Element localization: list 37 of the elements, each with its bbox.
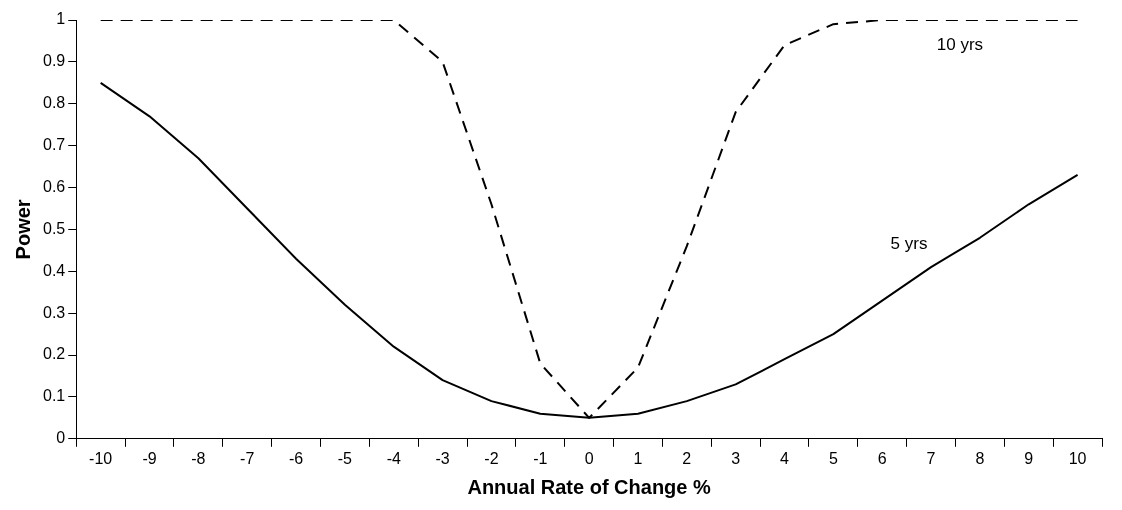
series-label: 10 yrs [936, 35, 984, 54]
x-axis-title: Annual Rate of Change % [467, 475, 712, 498]
x-tick-label: 7 [926, 449, 936, 467]
y-tick-label: 0.7 [42, 136, 66, 154]
y-axis-title: Power [11, 199, 34, 260]
x-tick-label: 2 [682, 449, 692, 467]
y-tick-label: 0.1 [42, 387, 66, 405]
y-tick-label: 0.2 [42, 345, 66, 363]
y-tick-label: 0.6 [42, 177, 66, 195]
x-tick-label: -7 [240, 449, 255, 467]
x-tick-label: -10 [89, 449, 113, 467]
x-tick-label: 0 [584, 449, 594, 467]
x-tick-label: -6 [288, 449, 304, 467]
x-tick-label: -3 [435, 449, 450, 467]
x-tick-label: -4 [386, 449, 401, 467]
x-tick-label: -5 [337, 449, 353, 467]
y-tick-label: 0.5 [42, 219, 66, 237]
y-tick-label: 0.8 [42, 94, 66, 112]
x-tick-label: 5 [828, 449, 838, 467]
x-tick-label: 6 [877, 449, 887, 467]
line-series [99, 20, 1079, 419]
y-tick-label: 0 [56, 429, 66, 447]
x-tick-label: 8 [975, 449, 985, 467]
y-tick-label: 0.4 [42, 261, 66, 279]
x-tick-label: 3 [731, 449, 741, 467]
x-tick-label: 10 [1068, 449, 1087, 467]
x-tick-label: -1 [533, 449, 548, 467]
x-tick-label: 1 [633, 449, 643, 467]
x-tick-label: -2 [484, 449, 499, 467]
x-tick-label: -9 [142, 449, 157, 467]
y-tick-label: 0.9 [42, 52, 66, 70]
x-tick-label: -8 [191, 449, 206, 467]
y-tick-label: 0.3 [42, 303, 66, 321]
y-tick-label: 1 [56, 10, 66, 28]
x-tick-label: 9 [1024, 449, 1034, 467]
x-tick-label: 4 [780, 449, 790, 467]
series-label: 5 yrs [890, 234, 928, 254]
